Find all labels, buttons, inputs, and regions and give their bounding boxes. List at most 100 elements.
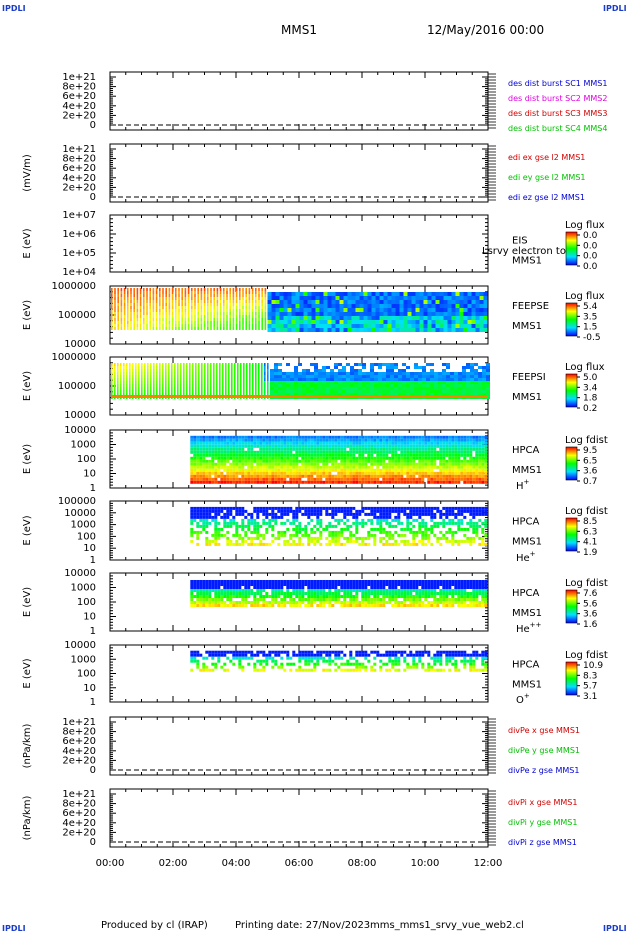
spectrogram-cell <box>143 309 145 312</box>
spectrogram-cell <box>409 447 413 451</box>
spectrogram-cell <box>242 312 244 315</box>
spectrogram-cell <box>146 315 148 318</box>
spectrogram-cell <box>364 462 368 466</box>
spectrogram-cell <box>198 390 200 393</box>
spectrogram-cell <box>177 387 179 390</box>
spectrogram-cell <box>214 527 218 531</box>
spectrogram-cell <box>264 300 267 303</box>
spectrogram-cell <box>117 366 119 369</box>
spectrogram-cell <box>248 288 251 291</box>
spectrogram-cell <box>350 384 354 387</box>
spectrogram-cell <box>400 480 404 484</box>
spectrogram-cell <box>129 378 131 381</box>
spectrogram-cell <box>403 300 408 304</box>
spectrogram-cell <box>394 372 398 375</box>
spectrogram-cell <box>298 465 302 469</box>
spectrogram-cell <box>346 444 350 448</box>
spectrogram-cell <box>216 372 218 375</box>
spectrogram-cell <box>226 438 230 442</box>
spectrogram-cell <box>319 477 323 481</box>
spectrogram-cell <box>454 450 458 454</box>
spectrogram-cell <box>243 363 245 366</box>
spectrogram-cell <box>430 369 434 372</box>
spectrogram-cell <box>264 303 267 306</box>
spectrogram-cell <box>229 539 233 543</box>
spectrogram-cell <box>331 462 335 466</box>
spectrogram-cell <box>259 465 263 469</box>
spectrogram-cell <box>373 480 377 484</box>
spectrogram-cell <box>159 306 161 309</box>
spectrogram-cell <box>366 375 370 378</box>
spectrogram-cell <box>196 474 200 478</box>
spectrogram-cell <box>271 527 275 531</box>
spectrogram-cell <box>141 387 143 390</box>
spectrogram-cell <box>210 291 212 294</box>
spectrogram-cell <box>295 320 300 324</box>
spectrogram-cell <box>162 366 164 369</box>
spectrogram-cell <box>211 438 215 442</box>
spectrogram-cell <box>403 471 407 475</box>
spectrogram-cell <box>315 312 320 316</box>
spectrogram-cell <box>367 320 372 324</box>
spectrogram-cell <box>152 327 155 330</box>
spectrogram-cell <box>371 300 376 304</box>
spectrogram-cell <box>270 369 274 372</box>
spectrogram-cell <box>442 387 446 390</box>
spectrogram-cell <box>430 453 434 457</box>
spectrogram-cell <box>311 316 316 320</box>
spectrogram-cell <box>186 375 188 378</box>
spectrogram-cell <box>133 294 135 297</box>
spectrogram-cell <box>127 327 129 330</box>
spectrogram-cell <box>180 369 182 372</box>
spectrogram-cell <box>482 390 486 393</box>
spectrogram-cell <box>280 441 284 445</box>
spectrogram-cell <box>245 321 247 324</box>
spectrogram-cell <box>325 438 329 442</box>
spectrogram-cell <box>439 308 444 312</box>
spectrogram-cell <box>178 294 180 297</box>
spectrogram-cell <box>225 387 227 390</box>
spectrogram-cell <box>152 306 155 309</box>
spectrogram-cell <box>382 390 386 393</box>
spectrogram-cell <box>354 384 358 387</box>
spectrogram-cell <box>322 384 326 387</box>
spectrogram-cell <box>201 387 203 390</box>
spectrogram-cell <box>196 521 200 525</box>
spectrogram-cell <box>258 390 260 393</box>
spectrogram-cell <box>187 309 190 312</box>
spectrogram-cell <box>454 480 458 484</box>
spectrogram-cell <box>159 303 161 306</box>
spectrogram-cell <box>141 384 143 387</box>
spectrogram-cell <box>195 363 197 366</box>
spectrogram-cell <box>351 316 356 320</box>
spectrogram-cell <box>197 318 199 321</box>
spectrogram-cell <box>486 381 490 384</box>
spectrogram-cell <box>262 474 266 478</box>
spectrogram-cell <box>370 369 374 372</box>
spectrogram-cell <box>283 435 287 439</box>
spectrogram-cell <box>162 324 164 327</box>
spectrogram-cell <box>229 477 233 481</box>
spectrogram-cell <box>484 450 488 454</box>
spectrogram-cell <box>418 447 422 451</box>
spectrogram-cell <box>397 447 401 451</box>
spectrogram-cell <box>301 465 305 469</box>
spectrogram-cell <box>138 393 140 396</box>
spectrogram-cell <box>355 465 359 469</box>
spectrogram-cell <box>367 438 371 442</box>
spectrogram-cell <box>439 435 443 439</box>
spectrogram-cell <box>210 288 212 291</box>
spectrogram-cell <box>438 381 442 384</box>
spectrogram-cell <box>454 474 458 478</box>
spectrogram-cell <box>472 474 476 478</box>
spectrogram-cell <box>198 393 200 396</box>
spectrogram-cell <box>267 372 269 375</box>
spectrogram-cell <box>123 375 125 378</box>
spectrogram-cell <box>133 291 135 294</box>
spectrogram-cell <box>202 471 206 475</box>
spectrogram-cell <box>197 306 199 309</box>
spectrogram-cell <box>474 387 478 390</box>
spectrogram-cell <box>379 444 383 448</box>
spectrogram-cell <box>120 288 123 291</box>
spectrogram-cell <box>291 300 296 304</box>
